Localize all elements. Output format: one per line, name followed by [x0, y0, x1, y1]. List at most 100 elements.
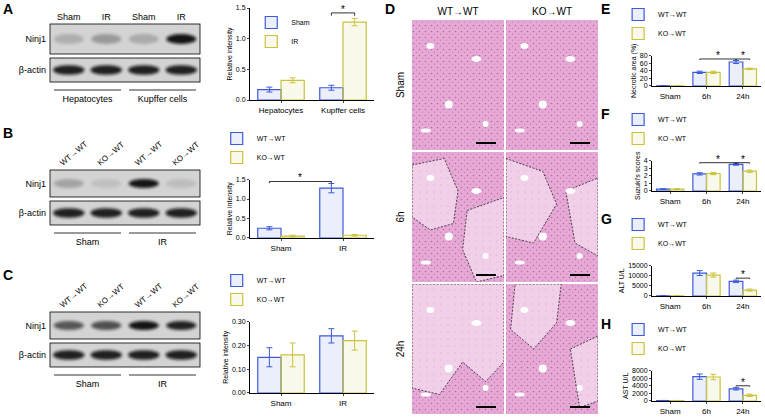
svg-text:24h: 24h: [736, 407, 749, 416]
svg-text:Sham: Sham: [76, 379, 100, 389]
svg-text:WT→WT: WT→WT: [658, 326, 687, 333]
svg-text:0.30: 0.30: [232, 318, 246, 325]
svg-text:Relative intensity: Relative intensity: [226, 27, 234, 80]
svg-text:IR: IR: [291, 38, 298, 45]
svg-text:Sham: Sham: [395, 72, 406, 98]
svg-text:WT→WT: WT→WT: [658, 221, 687, 228]
svg-text:KO→WT: KO→WT: [257, 296, 286, 303]
svg-text:Hepatocytes: Hepatocytes: [62, 94, 113, 104]
svg-text:6h: 6h: [702, 92, 711, 101]
svg-text:*: *: [741, 269, 745, 280]
svg-text:8000: 8000: [632, 367, 648, 374]
svg-text:1.5: 1.5: [236, 176, 246, 183]
svg-text:Sham: Sham: [660, 302, 681, 311]
svg-text:Ninj1: Ninj1: [25, 179, 46, 189]
svg-text:WT→WT: WT→WT: [257, 277, 286, 284]
svg-text:AST U/L: AST U/L: [622, 373, 629, 399]
svg-text:*: *: [741, 50, 745, 61]
svg-text:Sham: Sham: [291, 19, 309, 26]
svg-text:6h: 6h: [702, 407, 711, 416]
svg-text:Necrotic area (%): Necrotic area (%): [630, 44, 638, 98]
svg-text:0.5: 0.5: [236, 215, 246, 222]
svg-text:WT→WT: WT→WT: [58, 281, 89, 309]
svg-text:0: 0: [644, 292, 648, 299]
svg-text:Relative intensity: Relative intensity: [226, 182, 234, 235]
svg-text:KO→WT: KO→WT: [532, 6, 572, 17]
svg-text:Sham: Sham: [660, 92, 681, 101]
svg-text:*: *: [298, 172, 302, 183]
svg-text:6h: 6h: [702, 302, 711, 311]
svg-text:KO→WT: KO→WT: [171, 282, 201, 310]
svg-text:4000: 4000: [632, 382, 648, 389]
svg-text:24h: 24h: [736, 197, 749, 206]
svg-text:*: *: [716, 154, 720, 165]
svg-text:6h: 6h: [702, 197, 711, 206]
svg-text:0: 0: [644, 397, 648, 404]
svg-text:Suzuki's scores: Suzuki's scores: [634, 151, 641, 200]
svg-text:Sham: Sham: [271, 399, 292, 408]
svg-text:2: 2: [644, 172, 648, 179]
svg-text:2000: 2000: [632, 390, 648, 397]
svg-text:IR: IR: [102, 12, 112, 22]
svg-text:Sham: Sham: [57, 12, 81, 22]
svg-text:Hepatocytes: Hepatocytes: [259, 106, 303, 115]
svg-text:24h: 24h: [736, 92, 749, 101]
svg-text:Sham: Sham: [132, 12, 156, 22]
svg-text:KO→WT: KO→WT: [257, 154, 286, 161]
svg-text:24h: 24h: [736, 302, 749, 311]
svg-text:0.10: 0.10: [232, 366, 246, 373]
svg-text:6000: 6000: [632, 375, 648, 382]
svg-text:1.0: 1.0: [236, 195, 246, 202]
svg-text:B: B: [3, 125, 13, 141]
svg-text:KO→WT: KO→WT: [658, 240, 687, 247]
svg-text:WT→WT: WT→WT: [437, 6, 478, 17]
svg-text:*: *: [741, 377, 745, 388]
svg-text:24h: 24h: [395, 341, 406, 358]
svg-text:KO→WT: KO→WT: [96, 282, 126, 310]
svg-text:WT→WT: WT→WT: [133, 281, 164, 309]
svg-text:Sham: Sham: [271, 244, 292, 253]
svg-text:D: D: [385, 1, 395, 17]
svg-text:0: 0: [644, 187, 648, 194]
svg-text:WT→WT: WT→WT: [658, 116, 687, 123]
svg-text:IR: IR: [177, 12, 187, 22]
svg-text:80: 80: [640, 52, 648, 59]
svg-text:Sham: Sham: [660, 407, 681, 416]
svg-text:Sham: Sham: [76, 237, 100, 247]
svg-text:C: C: [3, 267, 13, 283]
svg-text:4: 4: [644, 157, 648, 164]
svg-text:KO→WT: KO→WT: [658, 135, 687, 142]
svg-text:Ninj1: Ninj1: [25, 34, 46, 44]
svg-text:60: 60: [640, 60, 648, 67]
svg-text:Relative intensity: Relative intensity: [222, 330, 230, 383]
svg-text:IR: IR: [339, 244, 347, 253]
svg-text:*: *: [741, 154, 745, 165]
svg-text:40: 40: [640, 67, 648, 74]
svg-text:1.5: 1.5: [236, 4, 246, 11]
svg-text:WT→WT: WT→WT: [58, 139, 89, 167]
svg-text:*: *: [716, 50, 720, 61]
svg-text:15000: 15000: [628, 262, 648, 269]
svg-text:A: A: [3, 1, 13, 17]
svg-text:IR: IR: [158, 379, 168, 389]
svg-text:3: 3: [644, 165, 648, 172]
svg-text:0.0: 0.0: [236, 96, 246, 103]
svg-text:10000: 10000: [628, 272, 648, 279]
svg-text:0.00: 0.00: [232, 389, 246, 396]
svg-text:WT→WT: WT→WT: [133, 139, 164, 167]
svg-text:Kupffer cells: Kupffer cells: [321, 106, 365, 115]
svg-text:0.20: 0.20: [232, 342, 246, 349]
svg-text:WT→WT: WT→WT: [658, 11, 687, 18]
svg-text:Ninj1: Ninj1: [25, 321, 46, 331]
svg-text:β-actin: β-actin: [19, 65, 46, 75]
svg-text:*: *: [341, 4, 345, 15]
svg-text:KO→WT: KO→WT: [171, 140, 201, 168]
svg-text:0.0: 0.0: [236, 234, 246, 241]
svg-text:KO→WT: KO→WT: [658, 345, 687, 352]
svg-text:β-actin: β-actin: [19, 350, 46, 360]
svg-text:0.5: 0.5: [236, 66, 246, 73]
svg-text:WT→WT: WT→WT: [257, 135, 286, 142]
svg-text:20: 20: [640, 75, 648, 82]
svg-text:0: 0: [644, 82, 648, 89]
svg-text:Kupffer cells: Kupffer cells: [138, 94, 188, 104]
